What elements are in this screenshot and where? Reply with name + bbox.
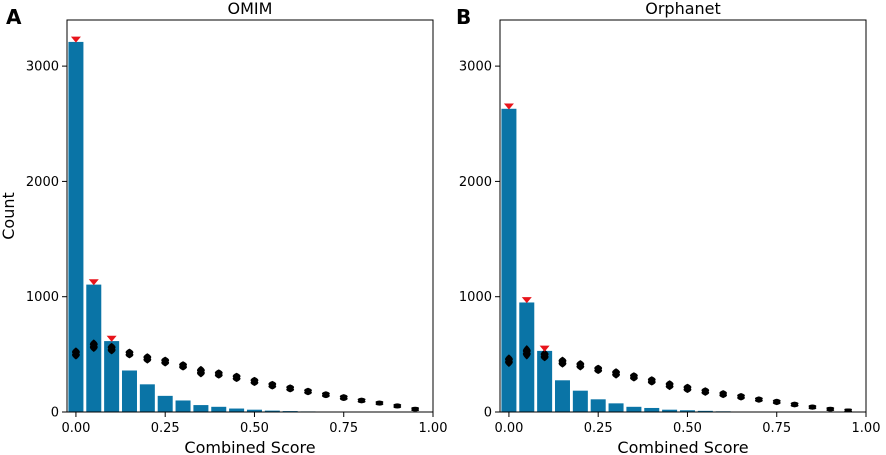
chart-panel-b: 0.00 0.25 0.50 0.75 1.00 0 1000 2000 3000 Orphane… — [456, 0, 880, 455]
y-tick-label: 1000 — [459, 290, 492, 305]
null-distribution-marker — [286, 384, 295, 393]
null-distribution-marker — [375, 400, 384, 406]
axes-frame — [66, 19, 434, 413]
null-distribution-marker — [161, 356, 170, 367]
null-distribution-marker — [71, 347, 80, 360]
null-distribution-marker — [143, 353, 152, 364]
panel-label: B — [456, 5, 471, 29]
x-tick-label: 0.50 — [240, 421, 269, 436]
null-distribution-marker — [647, 376, 656, 386]
panel-label: A — [6, 5, 22, 29]
observed-marker — [521, 297, 532, 304]
bar — [679, 410, 695, 412]
bar — [193, 405, 209, 412]
x-tick-label: 0.75 — [762, 421, 791, 436]
chart-title: Orphanet — [645, 0, 721, 18]
null-distribution-marker — [540, 349, 549, 362]
null-distribution-marker — [629, 372, 638, 382]
y-tick-label: 0 — [51, 406, 59, 421]
bar — [68, 41, 84, 412]
bar — [211, 406, 227, 412]
bar — [121, 370, 137, 412]
bar — [246, 409, 262, 412]
null-distribution-marker — [196, 365, 205, 378]
bar — [537, 350, 553, 412]
bar — [139, 384, 155, 412]
x-tick-label: 1.00 — [419, 421, 448, 436]
chart-title: OMIM — [228, 0, 273, 18]
bar — [554, 380, 570, 412]
y-tick-label: 3000 — [459, 60, 492, 75]
axes-frame — [499, 19, 867, 413]
null-distribution-marker — [214, 369, 223, 379]
observed-marker — [106, 335, 117, 342]
x-axis-label: Combined Score — [617, 438, 748, 455]
observed-marker — [70, 36, 81, 43]
null-distribution-marker — [250, 376, 259, 387]
null-distribution-marker — [504, 354, 513, 368]
null-distribution-marker — [665, 380, 674, 391]
null-distribution-marker — [594, 364, 603, 374]
null-distribution-marker — [808, 404, 817, 410]
x-tick-label: 0.75 — [329, 421, 358, 436]
null-distribution-marker — [701, 387, 710, 396]
bar — [608, 403, 624, 412]
bar — [157, 395, 173, 412]
x-axis-label: Combined Score — [184, 438, 315, 455]
observed-marker — [503, 103, 514, 110]
null-distribution-marker — [107, 342, 116, 355]
chart-panel-a: 0.00 0.25 0.50 0.75 1.00 0 1000 2000 3000 OMIM A Co… — [0, 0, 447, 455]
null-distribution-marker — [576, 360, 585, 371]
bar — [501, 108, 517, 412]
observed-marker — [88, 279, 99, 286]
null-distribution-marker — [304, 387, 312, 396]
null-distribution-marker — [339, 394, 348, 402]
null-distribution-marker — [612, 368, 620, 379]
x-tick-label: 0.50 — [673, 421, 702, 436]
bar — [662, 409, 678, 412]
null-distribution-marker — [790, 401, 799, 408]
y-tick-label: 3000 — [26, 60, 59, 75]
null-distribution-marker — [393, 403, 402, 409]
null-distribution-marker — [558, 356, 567, 368]
bar — [644, 407, 660, 412]
x-tick-label: 0.00 — [494, 421, 523, 436]
bar — [229, 408, 245, 412]
null-distribution-marker — [179, 361, 187, 371]
null-distribution-marker — [826, 406, 835, 412]
null-distribution-marker — [737, 392, 745, 401]
x-tick-label: 1.00 — [852, 421, 881, 436]
bar — [264, 410, 280, 412]
y-tick-label: 0 — [484, 406, 492, 421]
null-distribution-marker — [522, 345, 531, 360]
null-distribution-marker — [411, 406, 420, 412]
bar — [626, 406, 642, 412]
bar — [590, 399, 606, 412]
y-axis-label: Count — [0, 192, 18, 240]
null-distribution-marker — [844, 408, 853, 413]
x-tick-label: 0.25 — [584, 421, 613, 436]
observed-marker — [539, 345, 550, 352]
null-distribution-marker — [232, 372, 241, 383]
null-distribution-marker — [772, 398, 781, 406]
null-distribution-marker — [719, 390, 728, 399]
null-distribution-marker — [754, 396, 763, 403]
bar — [572, 390, 588, 412]
null-distribution-marker — [683, 383, 692, 393]
y-tick-label: 1000 — [26, 290, 59, 305]
x-tick-label: 0.00 — [61, 421, 90, 436]
null-distribution-marker — [321, 391, 330, 399]
x-tick-label: 0.25 — [151, 421, 180, 436]
y-tick-label: 2000 — [459, 175, 492, 190]
null-distribution-marker — [357, 397, 366, 404]
bar — [697, 410, 713, 412]
null-distribution-marker — [268, 380, 277, 390]
bar — [175, 400, 191, 412]
bar — [104, 341, 120, 412]
y-tick-label: 2000 — [26, 175, 59, 190]
null-distribution-marker — [89, 339, 98, 353]
null-distribution-marker — [125, 348, 134, 359]
